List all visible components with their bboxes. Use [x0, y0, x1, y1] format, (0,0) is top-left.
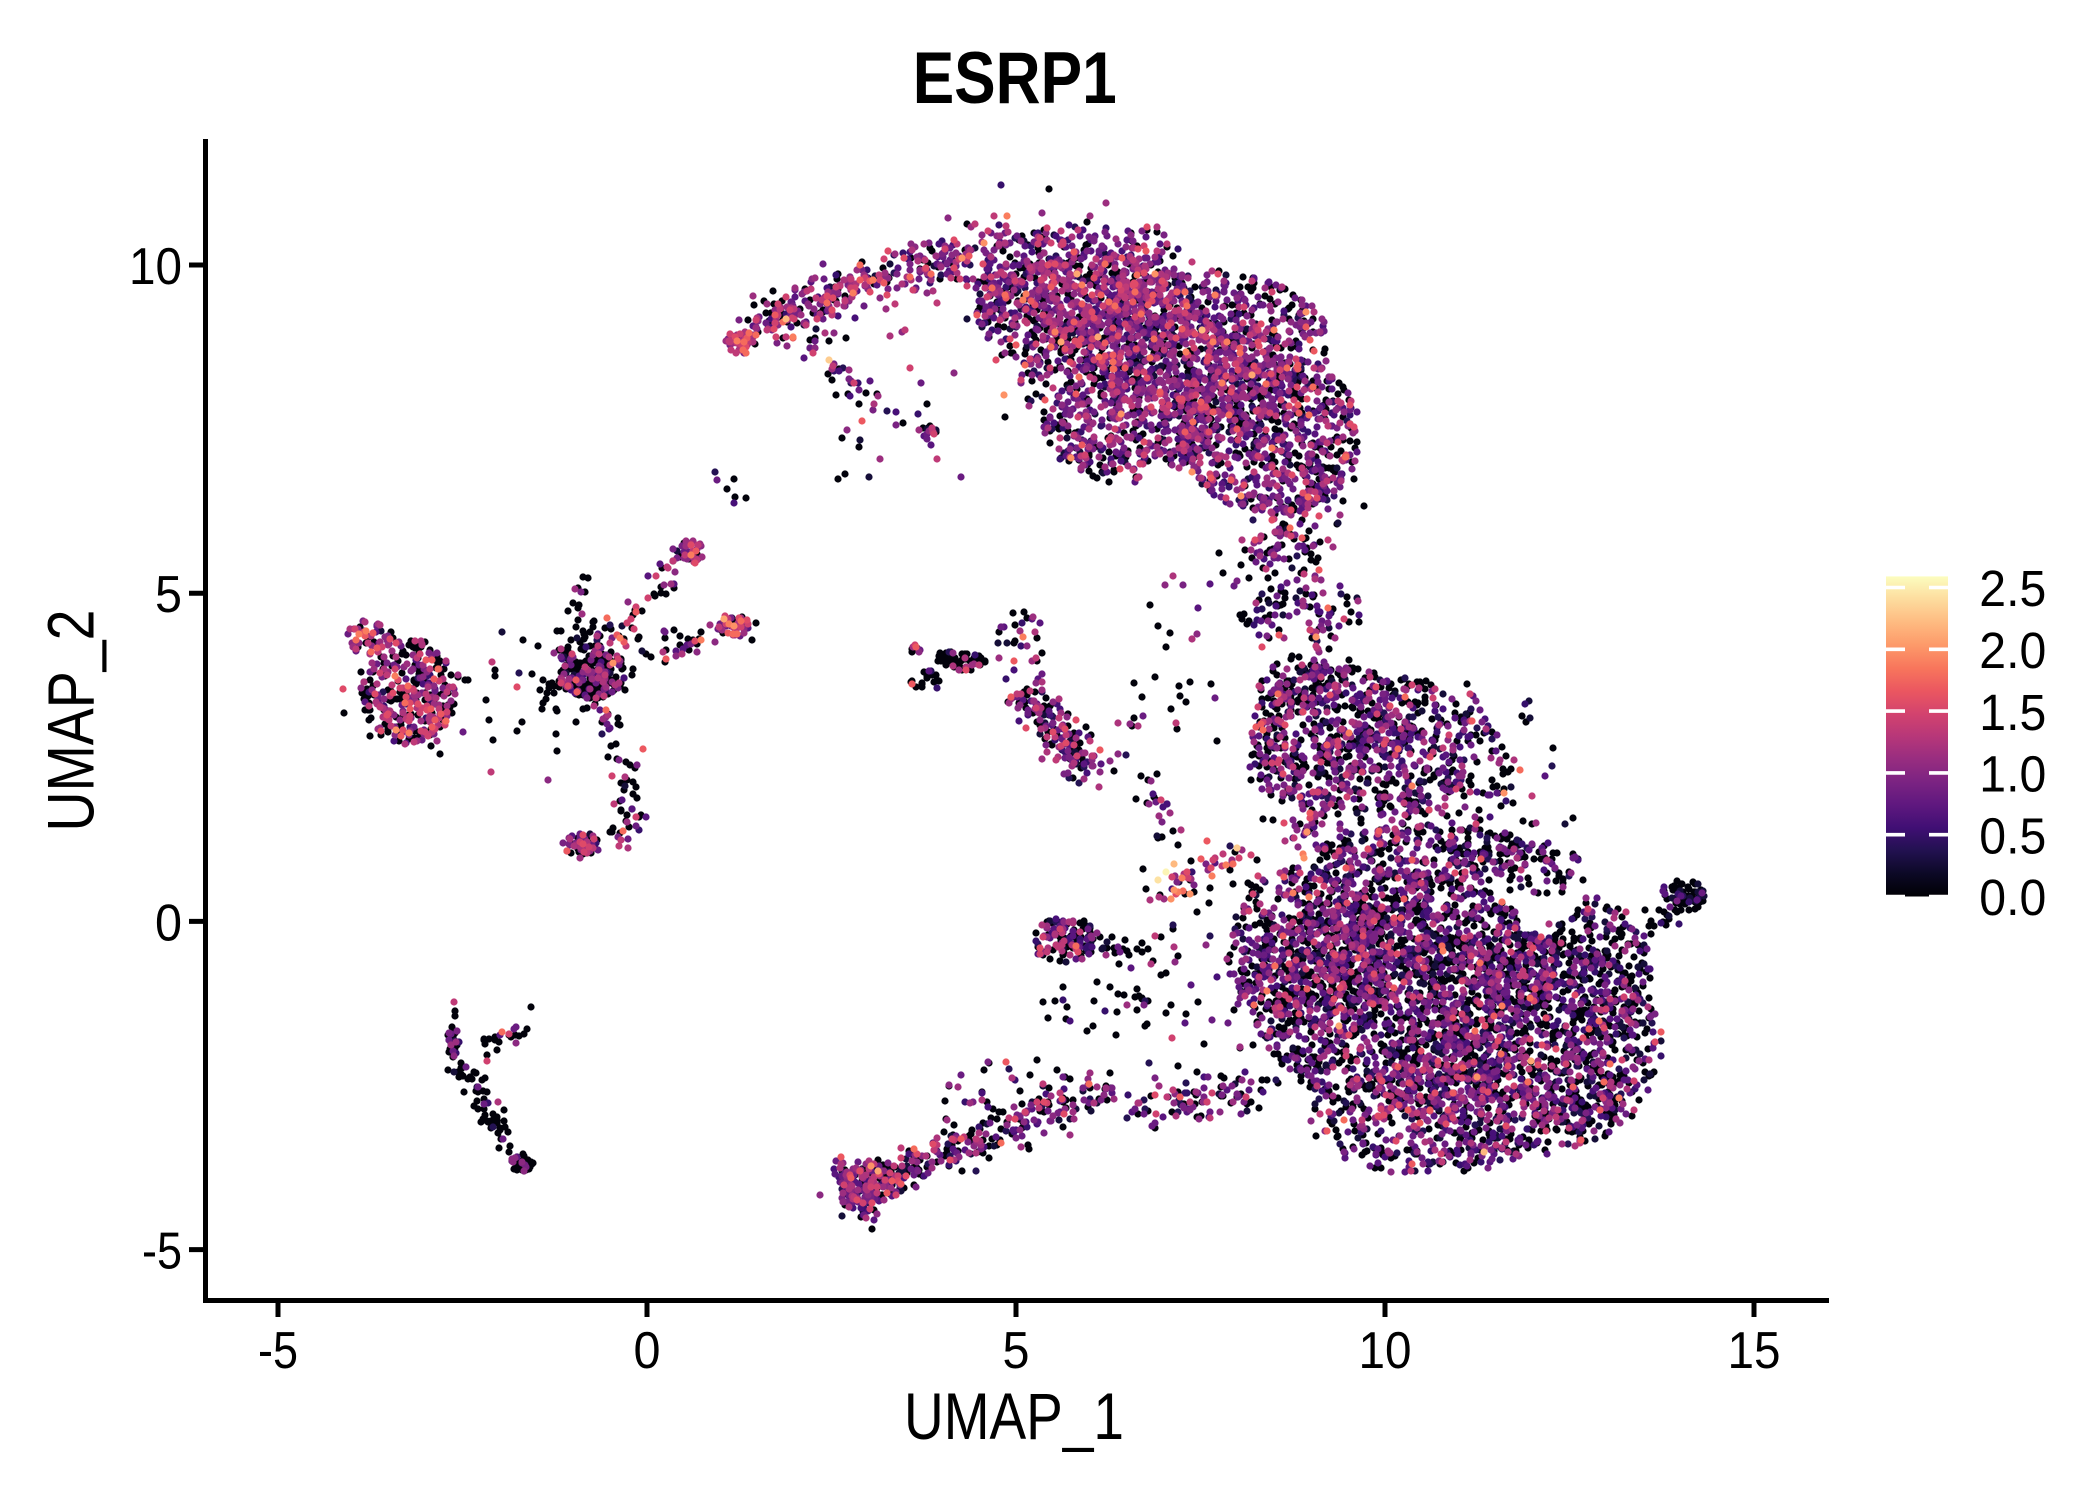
svg-text:2.5: 2.5: [1979, 560, 2046, 617]
svg-text:UMAP_1: UMAP_1: [904, 1379, 1124, 1453]
svg-text:10: 10: [129, 238, 182, 296]
svg-text:10: 10: [1359, 1322, 1412, 1380]
svg-text:2.0: 2.0: [1979, 622, 2046, 679]
svg-text:0.5: 0.5: [1979, 807, 2046, 864]
svg-text:ESRP1: ESRP1: [913, 38, 1117, 119]
svg-text:15: 15: [1728, 1322, 1781, 1380]
svg-text:5: 5: [1003, 1322, 1030, 1380]
svg-text:UMAP_2: UMAP_2: [34, 610, 108, 832]
svg-text:0: 0: [634, 1322, 661, 1380]
svg-text:5: 5: [155, 566, 182, 624]
svg-text:1.5: 1.5: [1979, 684, 2046, 741]
svg-text:1.0: 1.0: [1979, 746, 2046, 803]
svg-text:-5: -5: [142, 1223, 182, 1281]
svg-text:-5: -5: [258, 1322, 298, 1380]
svg-text:0.0: 0.0: [1979, 869, 2046, 926]
svg-text:0: 0: [155, 894, 182, 952]
